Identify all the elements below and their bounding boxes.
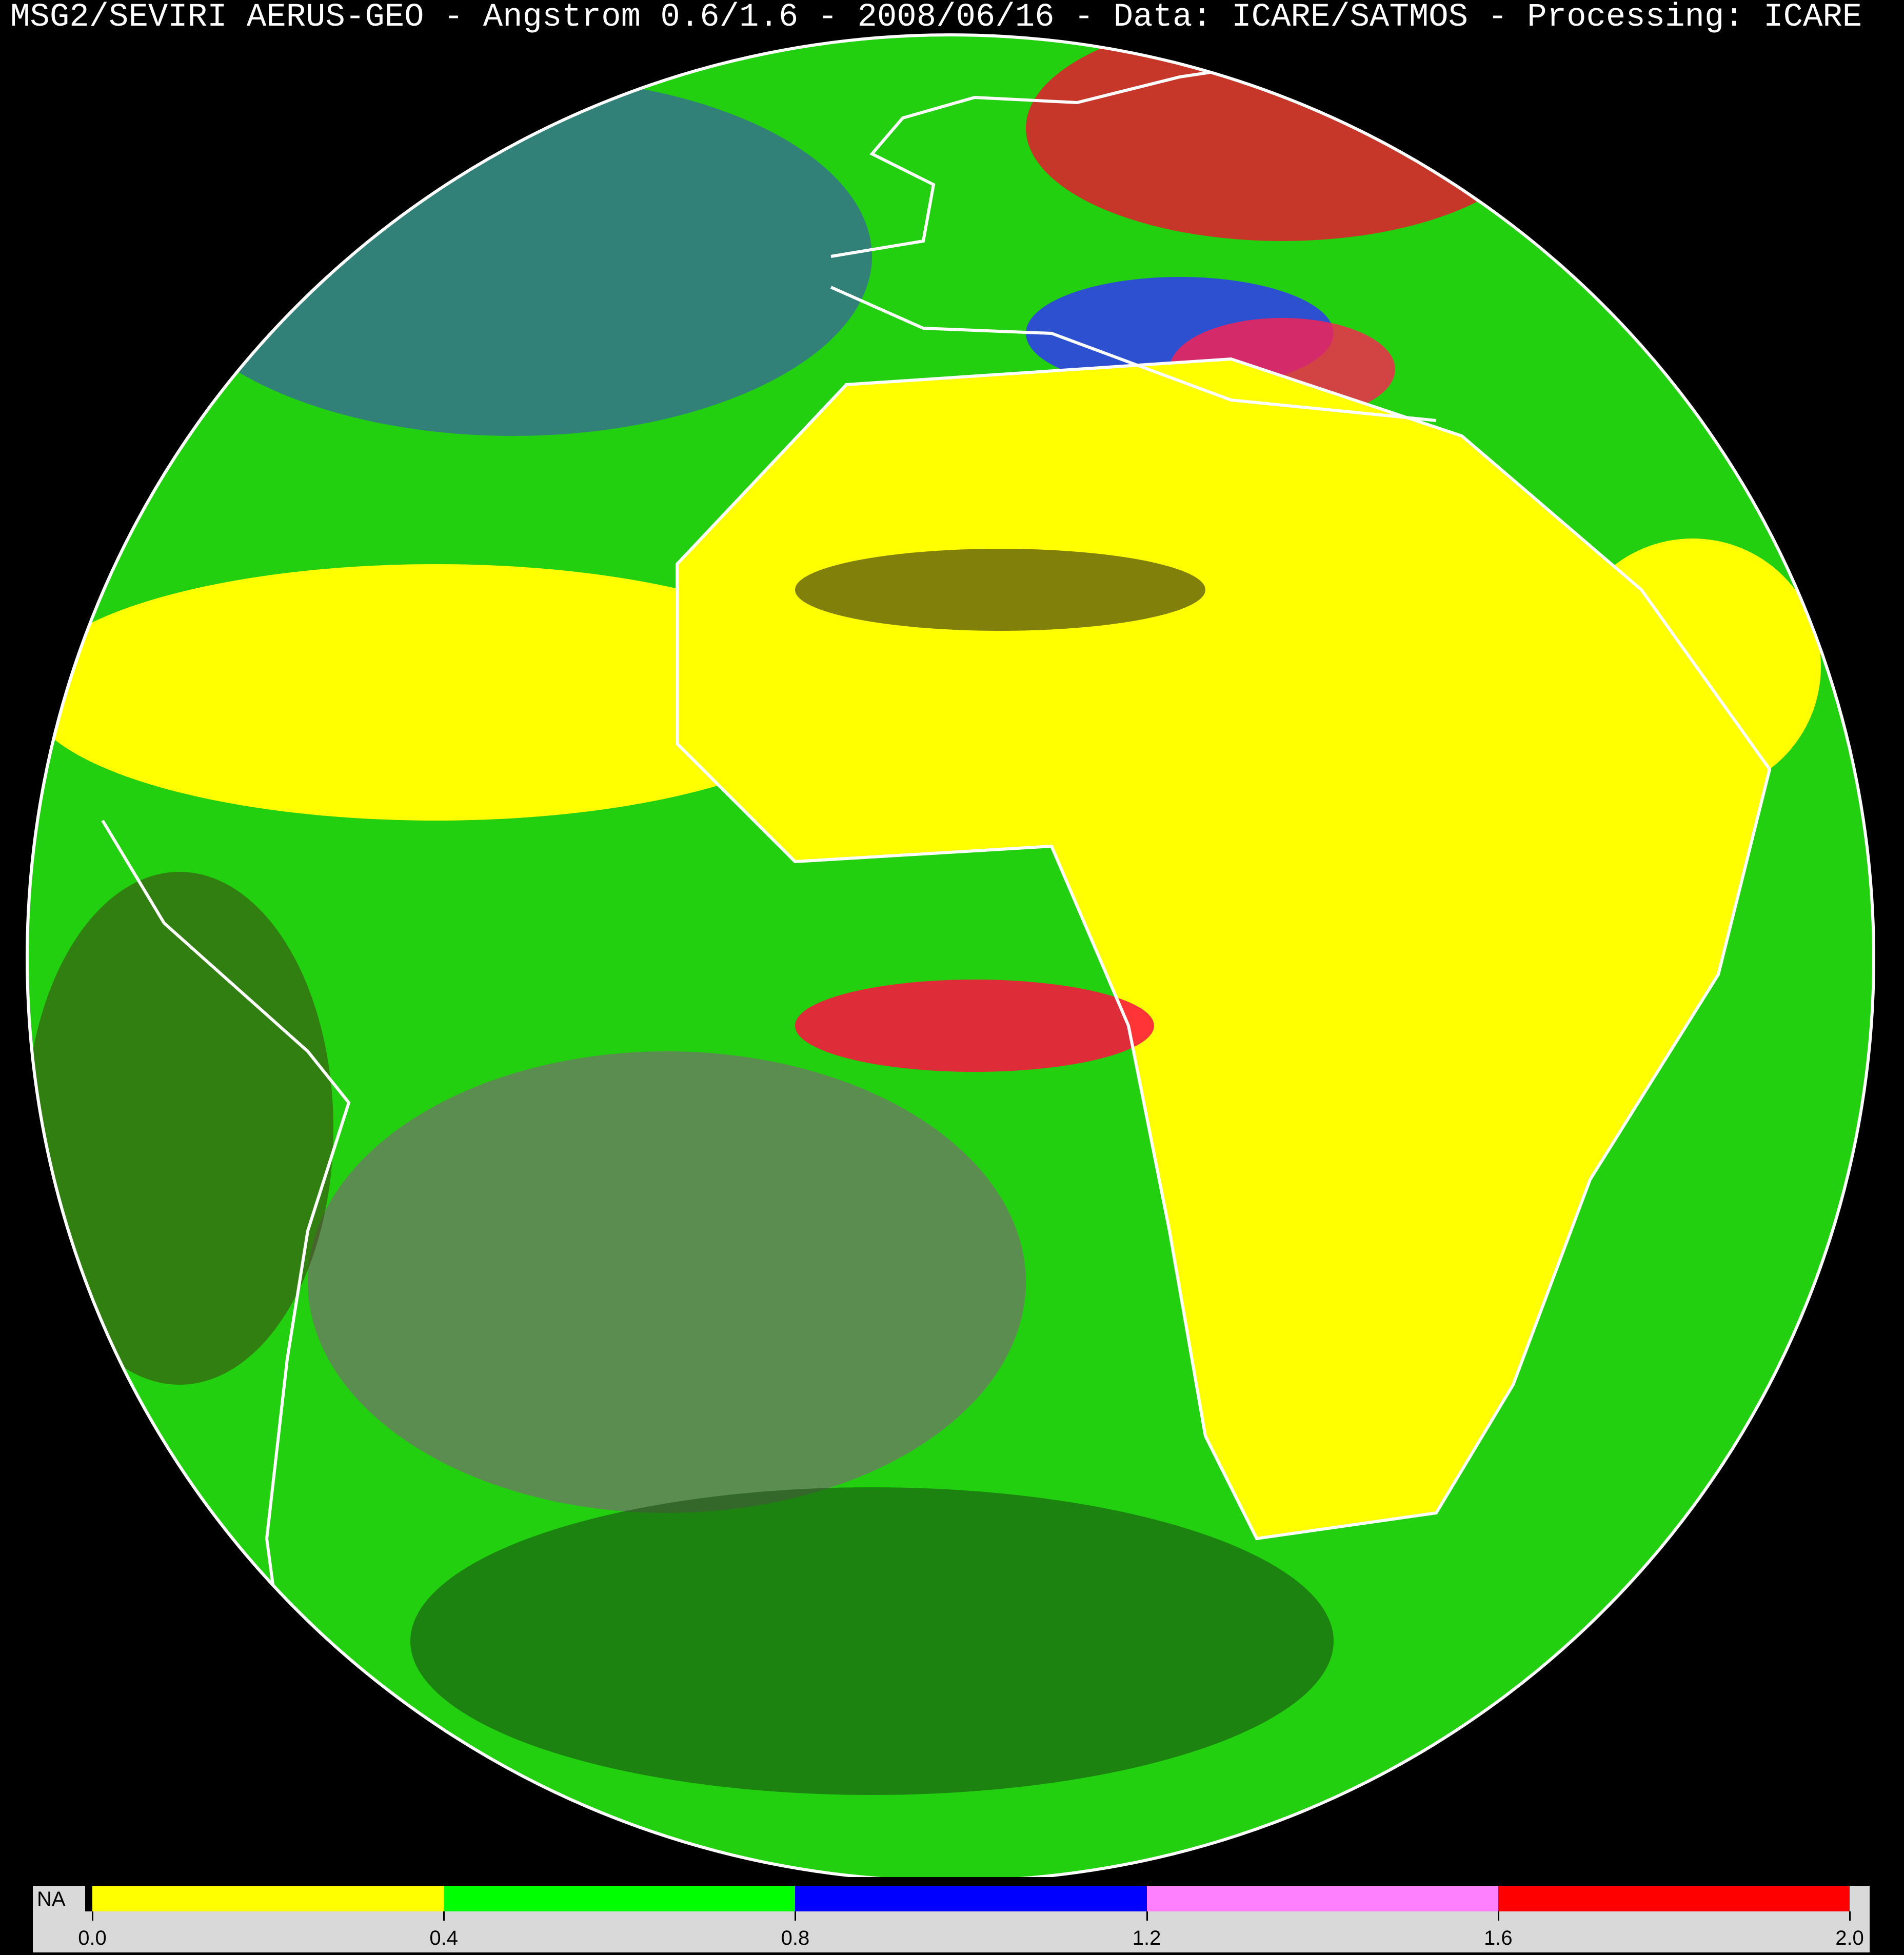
legend-tick-label: 0.8 (781, 1927, 810, 1949)
arabia-yellow-region (1564, 538, 1821, 795)
legend-tick (443, 1911, 445, 1921)
europe-red-region (1026, 35, 1539, 241)
legend-swatch (92, 1886, 444, 1911)
north-atlantic-blue-region (154, 77, 872, 436)
legend-tick (92, 1911, 93, 1921)
legend-tick-label: 1.2 (1132, 1927, 1161, 1949)
southern-dark-region (410, 1487, 1334, 1795)
coastline-europe (830, 60, 1437, 422)
africa-yellow-region (677, 359, 1770, 1539)
legend-na-swatch (85, 1886, 92, 1911)
map-title: MSG2/SEVIRI AERUS-GEO - Angstrom 0.6/1.6… (10, 0, 1862, 36)
south-america-dark-region (27, 872, 333, 1385)
saharan-plume-yellow-region (27, 564, 846, 821)
legend-tick-label: 1.6 (1483, 1927, 1513, 1949)
legend-swatch (444, 1886, 796, 1911)
sahel-dark-patches (795, 549, 1205, 631)
legend-tick (1849, 1911, 1851, 1921)
disk-limb (26, 33, 1875, 1877)
legend-swatch (1498, 1886, 1850, 1911)
legend-tick (1497, 1911, 1499, 1921)
coastline-south-america (101, 820, 351, 1693)
south-atlantic-mixed-region (308, 1051, 1026, 1513)
legend-tick-label: 0.0 (78, 1927, 107, 1949)
color-legend: NA 0.0 0.4 0.8 1.2 1.6 2.0 (33, 1886, 1870, 1952)
coastline (676, 357, 1772, 1541)
na-label: NA (37, 1888, 66, 1910)
gulf-guinea-red-region (795, 980, 1154, 1072)
legend-tick-label: 0.4 (429, 1927, 458, 1949)
legend-tick (1146, 1911, 1148, 1921)
legend-tick (795, 1911, 797, 1921)
legend-swatch (1146, 1886, 1498, 1911)
legend-swatch (795, 1886, 1147, 1911)
earth-disk-map (26, 33, 1875, 1877)
legend-tick-label: 2.0 (1835, 1927, 1864, 1949)
